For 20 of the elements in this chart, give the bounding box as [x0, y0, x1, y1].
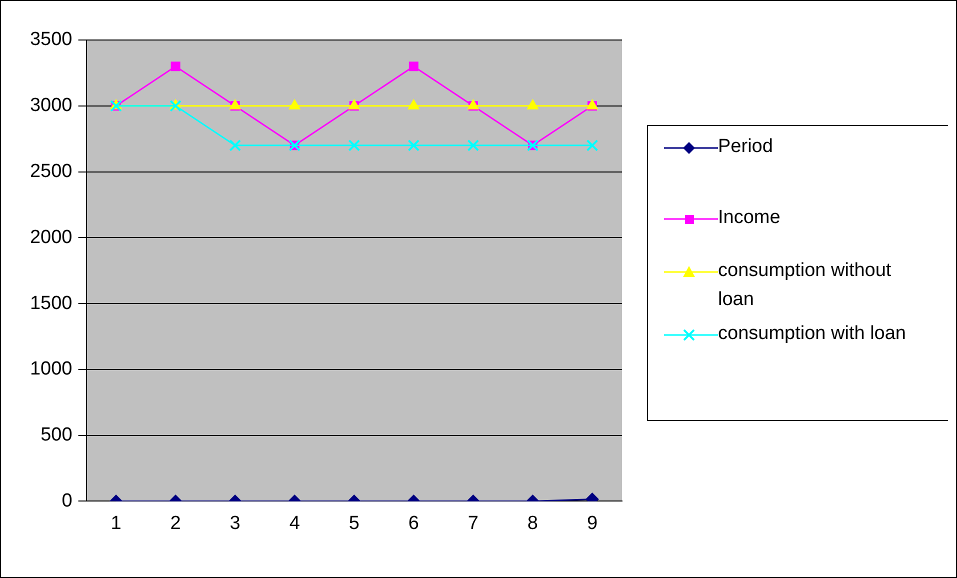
y-tick-label: 500 — [40, 424, 72, 446]
y-tick-label: 1500 — [30, 292, 72, 314]
x-tick-label: 3 — [230, 512, 240, 534]
y-tick-label: 2500 — [30, 161, 72, 182]
x-tick-label: 7 — [468, 512, 478, 534]
legend-label: Period — [718, 135, 774, 159]
y-tick-label: 1000 — [30, 358, 72, 380]
x-tick-label: 4 — [289, 512, 300, 534]
x-tick-label: 9 — [586, 512, 598, 534]
y-tick-label: 3000 — [30, 95, 72, 116]
x-tick-label: 5 — [348, 512, 360, 534]
legend-label: Income — [718, 206, 782, 230]
legend-label: consumption with loan — [718, 322, 907, 346]
x-tick-label: 1 — [110, 512, 122, 534]
x-tick-label: 6 — [408, 512, 419, 534]
x-tick-label: 2 — [170, 512, 181, 534]
y-tick-label: 0 — [62, 490, 72, 512]
x-tick-label: 8 — [527, 512, 538, 534]
y-tick-label: 3500 — [30, 29, 72, 50]
y-tick-label: 2000 — [30, 226, 72, 248]
